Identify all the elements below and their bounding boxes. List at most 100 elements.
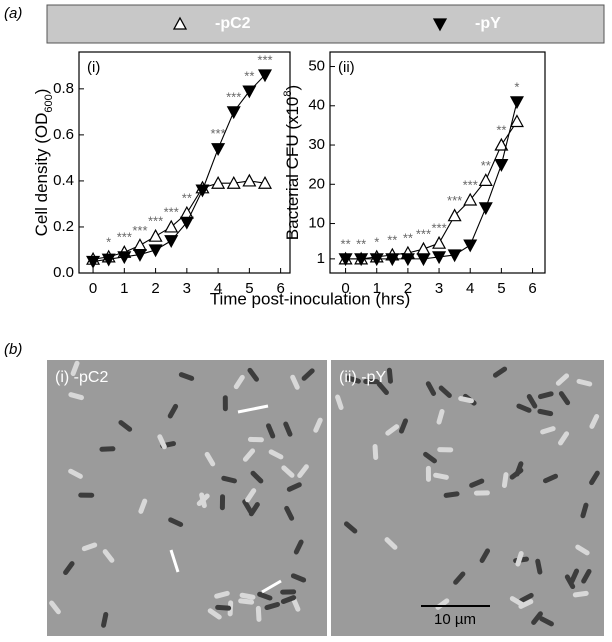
significance-label: ** xyxy=(496,122,506,137)
significance-label: *** xyxy=(164,204,179,219)
significance-label: * xyxy=(514,79,519,94)
x-tick-label: 6 xyxy=(528,280,536,297)
bacterium xyxy=(264,601,281,611)
data-point xyxy=(242,173,257,187)
bacterium xyxy=(168,517,184,527)
bacterium xyxy=(437,447,454,453)
y-tick-label: 20 xyxy=(308,175,325,192)
bacterium xyxy=(363,379,380,385)
micrograph-label: (i) -pC2 xyxy=(55,369,108,386)
bacterium xyxy=(70,360,80,377)
bacterium xyxy=(372,444,379,460)
data-point xyxy=(494,159,509,172)
significance-label: ** xyxy=(356,236,366,251)
bacterium xyxy=(436,408,445,425)
data-point xyxy=(211,143,226,156)
bacterium xyxy=(284,505,295,521)
x-tick-label: 2 xyxy=(151,280,159,297)
data-point xyxy=(257,175,273,189)
bacterium xyxy=(248,502,260,517)
significance-label: *** xyxy=(211,126,226,141)
bacterium xyxy=(425,381,437,396)
bacterium xyxy=(291,596,301,612)
bacterium xyxy=(589,413,600,429)
bacterium xyxy=(443,491,460,498)
bacterium xyxy=(376,381,389,395)
data-point xyxy=(211,175,226,189)
bacterium xyxy=(335,394,344,410)
significance-label: *** xyxy=(447,193,462,208)
x-tick-label: 4 xyxy=(466,280,474,297)
data-point xyxy=(226,106,241,120)
bacterium xyxy=(398,418,409,434)
bacterium xyxy=(102,549,115,563)
bacterium xyxy=(101,611,109,628)
data-point xyxy=(447,249,462,263)
bacterium xyxy=(386,367,393,384)
x-tick-label: 2 xyxy=(404,280,412,297)
bacterium xyxy=(167,403,179,419)
bacterium xyxy=(280,589,297,595)
bacterium xyxy=(575,544,590,556)
y-axis-label-part: ) xyxy=(32,89,51,95)
significance-label: *** xyxy=(431,221,446,236)
bacterium xyxy=(238,598,255,605)
y-tick-label: 0.8 xyxy=(53,80,74,97)
bacterium xyxy=(219,494,226,511)
y-tick-label: 1 xyxy=(317,250,325,267)
arrow xyxy=(237,404,269,414)
y-tick-label: 50 xyxy=(308,57,325,74)
bacterium xyxy=(384,537,398,550)
x-tick-label: 1 xyxy=(120,280,128,297)
data-point xyxy=(416,241,431,255)
series-line xyxy=(345,121,518,260)
x-tick-label: 6 xyxy=(276,280,284,297)
y-axis-label-part: Cell density (OD xyxy=(32,113,51,237)
bacterium xyxy=(99,446,116,452)
data-point xyxy=(338,253,353,267)
data-point xyxy=(164,219,179,233)
scale-bar-label: 10 µm xyxy=(434,611,476,628)
data-point xyxy=(132,248,147,262)
y-tick-label: 30 xyxy=(308,136,325,153)
bacterium xyxy=(247,367,259,382)
bacterium xyxy=(539,616,554,627)
data-point xyxy=(432,235,447,249)
significance-label: ** xyxy=(244,69,254,84)
y-axis-label-part: 600 xyxy=(43,94,55,112)
bacterium xyxy=(425,465,431,482)
bacterium xyxy=(266,423,276,439)
y-axis-label: Cell density (OD600) xyxy=(32,89,54,237)
bacterium xyxy=(293,539,304,555)
data-point xyxy=(86,255,101,269)
bacterium xyxy=(290,573,307,583)
bacterium xyxy=(501,472,509,489)
chart-title: (i) xyxy=(87,59,100,76)
data-point xyxy=(132,238,147,251)
data-point xyxy=(463,192,478,206)
arrow xyxy=(169,549,180,573)
data-point xyxy=(101,253,116,267)
bacterium xyxy=(435,598,450,610)
y-tick-label: 10 xyxy=(308,215,325,232)
bacterium xyxy=(222,395,228,412)
significance-label: *** xyxy=(132,223,147,238)
y-axis-label-part: 8 xyxy=(282,90,294,96)
legend-label: -pY xyxy=(475,15,501,32)
significance-label: *** xyxy=(463,177,478,192)
bacterium xyxy=(537,391,554,400)
legend-marker xyxy=(432,18,448,32)
bacterium xyxy=(453,571,466,585)
bacterium xyxy=(576,378,593,387)
x-tick-label: 1 xyxy=(373,280,381,297)
data-point xyxy=(447,208,462,222)
bacterium xyxy=(542,473,559,484)
significance-label: *** xyxy=(416,226,431,241)
panel-label: (b) xyxy=(4,341,22,358)
x-tick-label: 5 xyxy=(245,280,253,297)
bacterium xyxy=(233,374,245,390)
bacterium xyxy=(290,374,300,390)
data-point xyxy=(148,244,163,258)
data-point xyxy=(179,216,194,230)
